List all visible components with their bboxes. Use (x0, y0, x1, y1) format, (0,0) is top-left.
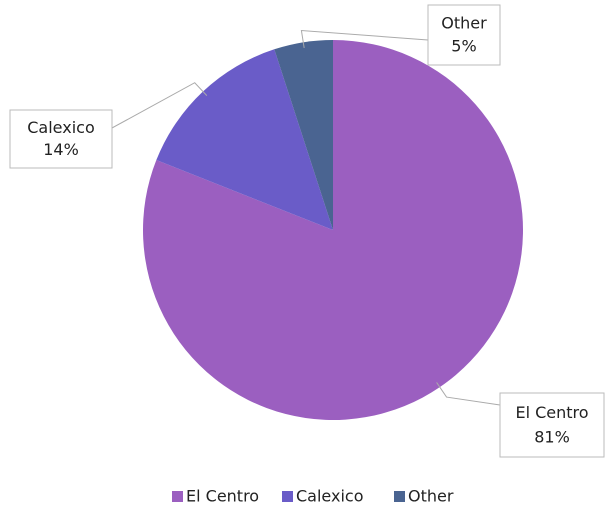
label-box (9, 109, 113, 169)
legend-label: El Centro (186, 487, 259, 506)
label-value: 5% (451, 37, 476, 56)
pie-slice (156, 49, 333, 231)
leader-line (300, 29, 429, 49)
legend-swatch (394, 491, 405, 502)
pie-slice (142, 40, 523, 421)
label-value: 81% (534, 427, 570, 446)
label-box (499, 392, 605, 458)
label-name: Calexico (27, 118, 94, 137)
legend-swatch (282, 491, 293, 502)
label-box (427, 4, 501, 66)
legend-label: Other (408, 487, 454, 506)
leader-line (111, 82, 208, 129)
legend-swatch (172, 491, 183, 502)
label-name: El Centro (515, 403, 588, 422)
label-name: Other (441, 14, 487, 33)
leader-line (436, 382, 501, 406)
pie-slice (274, 40, 333, 230)
legend-label: Calexico (296, 487, 363, 506)
label-value: 14% (43, 140, 79, 159)
